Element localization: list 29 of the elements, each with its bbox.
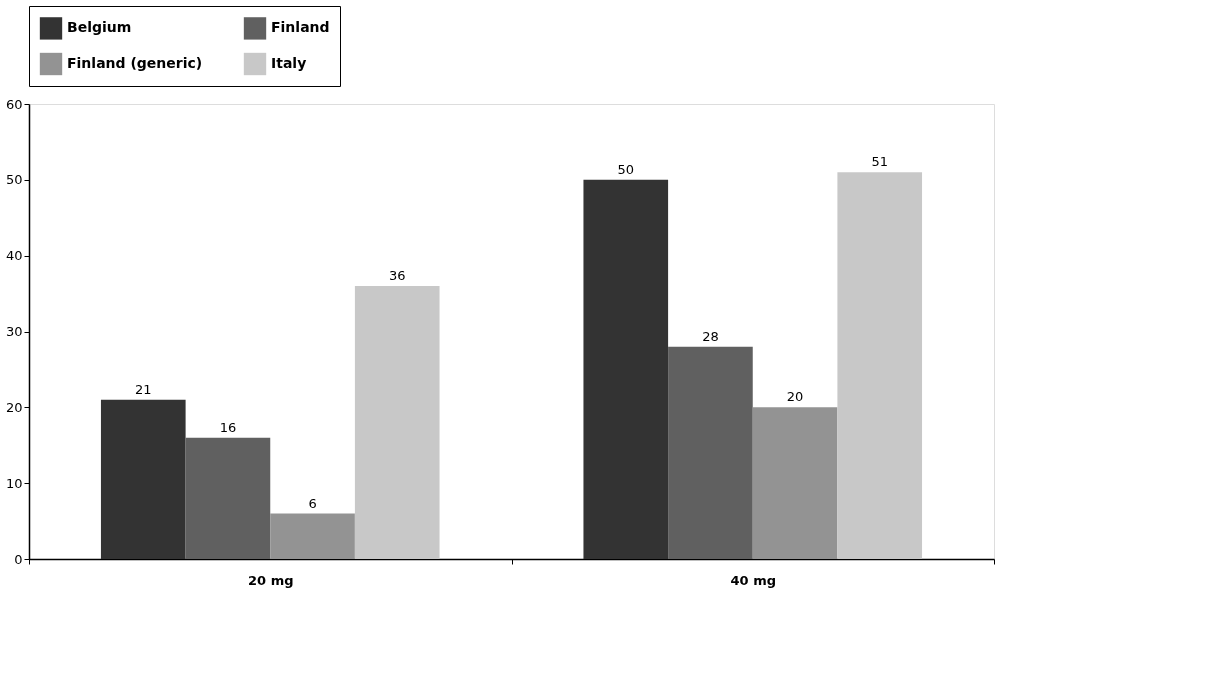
legend-label: Finland (generic) bbox=[67, 55, 203, 71]
legend-label: Belgium bbox=[67, 19, 132, 36]
y-tick-label: 0 bbox=[14, 551, 23, 567]
y-tick-label: 20 bbox=[5, 399, 23, 415]
data-label: 28 bbox=[702, 328, 719, 344]
data-label: 6 bbox=[308, 495, 317, 511]
x-tick-label: 40 mg bbox=[730, 572, 776, 588]
legend-label: Finland bbox=[271, 19, 330, 36]
data-label: 36 bbox=[388, 268, 406, 283]
legend-label: Italy bbox=[271, 55, 307, 71]
bar bbox=[752, 407, 838, 559]
y-tick-label: 40 bbox=[5, 248, 23, 264]
y-tick-label: 50 bbox=[5, 172, 23, 188]
bar bbox=[100, 399, 186, 559]
y-tick-label: 10 bbox=[5, 475, 23, 491]
bar bbox=[668, 346, 753, 559]
bar bbox=[354, 286, 440, 559]
bar bbox=[837, 172, 923, 559]
data-label: 50 bbox=[617, 161, 635, 177]
data-label: 20 bbox=[786, 389, 804, 405]
x-tick-label: 20 mg bbox=[248, 572, 294, 588]
data-label: 21 bbox=[135, 381, 152, 397]
data-label: 51 bbox=[871, 154, 888, 170]
bar bbox=[270, 513, 355, 559]
data-label: 16 bbox=[219, 419, 237, 435]
y-tick-label: 60 bbox=[5, 96, 23, 112]
bar bbox=[583, 179, 669, 559]
bar bbox=[185, 437, 271, 559]
y-tick-label: 30 bbox=[5, 324, 23, 339]
